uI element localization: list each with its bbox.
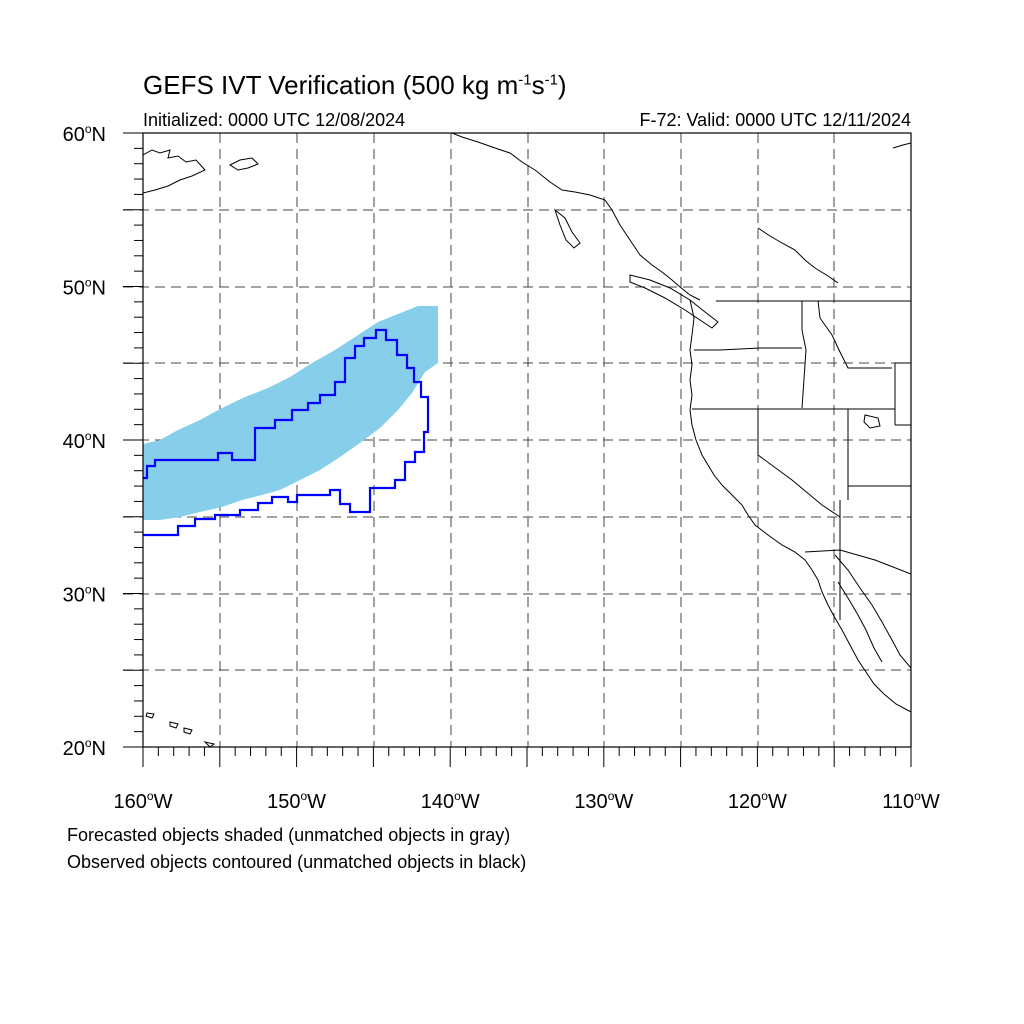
observed-object-contour <box>143 328 430 537</box>
initialized-label: Initialized: 0000 UTC 12/08/2024 <box>143 110 406 130</box>
longitude-labels: 160oW 150oW 140oW 130oW 120oW 110oW <box>114 789 940 813</box>
forecast-object <box>143 306 438 520</box>
lon-label-150: 150oW <box>267 789 326 813</box>
lat-label-30: 30oN <box>63 583 106 607</box>
chart-title: GEFS IVT Verification (500 kg m-1s-1) <box>143 70 567 100</box>
lon-label-160: 160oW <box>114 789 173 813</box>
valid-time-label: F-72: Valid: 0000 UTC 12/11/2024 <box>639 110 912 130</box>
state-borders <box>692 300 911 620</box>
lat-label-50: 50oN <box>63 276 106 300</box>
coastlines <box>143 133 911 747</box>
lat-label-40: 40oN <box>63 429 106 453</box>
lon-label-120: 120oW <box>728 789 787 813</box>
axis-ticks <box>123 132 912 767</box>
latitude-labels: 60oN 50oN 40oN 30oN 20oN <box>63 122 106 760</box>
lat-label-60: 60oN <box>63 122 106 146</box>
observed-note: Observed objects contoured (unmatched ob… <box>67 852 527 872</box>
lon-label-110: 110oW <box>882 789 940 813</box>
lon-label-130: 130oW <box>574 789 633 813</box>
lat-label-20: 20oN <box>63 736 106 760</box>
forecast-note: Forecasted objects shaded (unmatched obj… <box>67 825 511 845</box>
lon-label-140: 140oW <box>421 789 480 813</box>
